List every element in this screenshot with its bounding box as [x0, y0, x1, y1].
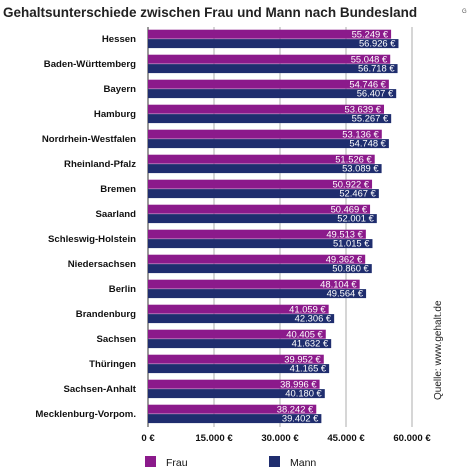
category-label: Rheinland-Pfalz: [64, 159, 136, 170]
bar-frau: [148, 54, 391, 64]
bar-frau: [148, 304, 329, 314]
bar-frau: [148, 329, 326, 339]
bar-mann: [148, 114, 392, 124]
bar-value-label: 41.632 €: [292, 338, 329, 349]
category-label: Berlin: [109, 284, 136, 295]
category-label: Hessen: [102, 34, 136, 45]
bar-value-label: 49.513 €: [326, 228, 363, 239]
bar-frau: [148, 154, 375, 164]
category-label: Nordrhein-Westfalen: [42, 134, 136, 145]
legend-label-mann: Mann: [290, 457, 316, 469]
x-axis-ticks: 0 € 15.000 € 30.000 € 45.000 € 60.000 €: [141, 433, 431, 444]
bar-frau: [148, 104, 385, 114]
category-label: Baden-Württemberg: [44, 59, 136, 70]
bar-frau: [148, 279, 360, 289]
category-label: Hamburg: [94, 109, 136, 120]
bar-frau: [148, 179, 373, 189]
x-tick-label: 0 €: [141, 433, 155, 444]
bar-value-label: 55.267 €: [352, 113, 389, 124]
bar-mann: [148, 289, 367, 299]
bar-value-label: 38.996 €: [280, 378, 317, 389]
source-note: Quelle: www.gehalt.de: [433, 300, 444, 400]
bar-value-label: 42.306 €: [295, 313, 332, 324]
x-tick-label: 30.000 €: [261, 433, 299, 444]
bar-value-label: 51.015 €: [333, 238, 370, 249]
category-label: Brandenburg: [76, 309, 136, 320]
bar-frau: [148, 404, 317, 414]
category-label: Niedersachsen: [68, 259, 136, 270]
category-label: Bayern: [103, 84, 136, 95]
bar-value-label: 53.639 €: [345, 103, 382, 114]
bar-value-label: 50.922 €: [333, 178, 370, 189]
bar-frau: [148, 79, 389, 89]
bar-value-label: 39.402 €: [282, 413, 319, 424]
bar-mann: [148, 414, 322, 424]
bar-mann: [148, 339, 332, 349]
category-label: Saarland: [95, 209, 136, 220]
category-label: Sachsen: [97, 334, 137, 345]
bar-mann: [148, 139, 389, 149]
bar-frau: [148, 354, 324, 364]
bar-mann: [148, 164, 382, 174]
bar-value-label: 39.952 €: [284, 353, 321, 364]
bar-value-label: 56.718 €: [358, 63, 395, 74]
bar-mann: [148, 239, 373, 249]
bar-frau: [148, 229, 366, 239]
bar-value-label: 53.089 €: [342, 163, 379, 174]
bar-value-label: 54.748 €: [349, 138, 386, 149]
bar-mann: [148, 314, 335, 324]
bar-value-label: 41.059 €: [289, 303, 326, 314]
bar-value-label: 49.362 €: [326, 253, 363, 264]
category-label: Thüringen: [89, 359, 136, 370]
x-tick-label: 45.000 €: [327, 433, 365, 444]
bar-value-label: 55.249 €: [352, 28, 389, 39]
bar-mann: [148, 389, 325, 399]
legend: Frau Mann: [145, 456, 316, 469]
legend-swatch-mann: [269, 456, 280, 467]
bar-value-label: 40.180 €: [285, 388, 322, 399]
bar-value-label: 50.860 €: [332, 263, 369, 274]
bar-value-label: 48.104 €: [320, 278, 357, 289]
category-label: Mecklenburg-Vorpom.: [35, 409, 136, 420]
bar-frau: [148, 129, 382, 139]
bar-mann: [148, 189, 379, 199]
legend-label-frau: Frau: [166, 457, 188, 469]
bar-value-label: 40.405 €: [286, 328, 323, 339]
legend-swatch-frau: [145, 456, 156, 467]
bar-value-label: 56.407 €: [357, 88, 394, 99]
bar-frau: [148, 29, 392, 39]
category-label: Sachsen-Anhalt: [63, 384, 136, 395]
category-labels: Hessen Baden-Württemberg Bayern Hamburg Nord…: [35, 34, 136, 420]
category-label: Bremen: [100, 184, 136, 195]
chart-title: Gehaltsunterschiede zwischen Frau und Ma…: [3, 5, 417, 20]
bar-mann: [148, 89, 397, 99]
bar-mann: [148, 64, 398, 74]
bar-mann: [148, 264, 372, 274]
bar-mann: [148, 364, 330, 374]
bar-value-label: 50.469 €: [331, 203, 368, 214]
bar-mann: [148, 39, 399, 49]
bar-value-label: 54.746 €: [349, 78, 386, 89]
bars-group: 55.249 €56.926 € 55.048 €56.718 € 54.746 €…: [148, 28, 399, 424]
bar-value-label: 52.467 €: [339, 188, 376, 199]
x-tick-label: 15.000 €: [195, 433, 233, 444]
bar-frau: [148, 379, 320, 389]
bar-value-label: 52.001 €: [337, 213, 374, 224]
bar-value-label: 49.564 €: [327, 288, 364, 299]
bar-value-label: 38.242 €: [277, 403, 314, 414]
bar-frau: [148, 254, 366, 264]
bar-value-label: 56.926 €: [359, 38, 396, 49]
bar-value-label: 41.165 €: [290, 363, 327, 374]
bar-mann: [148, 214, 377, 224]
category-label: Schleswig-Holstein: [48, 234, 136, 245]
bar-value-label: 53.136 €: [342, 128, 379, 139]
bar-value-label: 55.048 €: [351, 53, 388, 64]
bar-frau: [148, 204, 371, 214]
bar-value-label: 51.526 €: [335, 153, 372, 164]
x-tick-label: 60.000 €: [393, 433, 431, 444]
chart-title-suffix: G: [462, 9, 467, 15]
